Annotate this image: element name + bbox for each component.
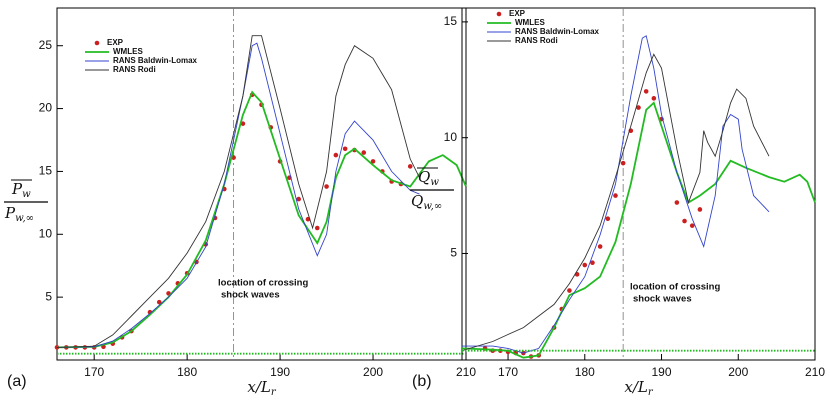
y-den-sub: w,∞ — [15, 213, 34, 224]
data-point — [324, 184, 329, 189]
data-point — [590, 260, 595, 266]
x-tick-label: 200 — [728, 365, 748, 379]
legend-label: RANS Baldwin-Lomax — [113, 56, 198, 65]
data-point — [370, 159, 376, 164]
y-den: P — [4, 204, 16, 222]
annotation: location of crossing — [218, 278, 308, 289]
y-label-denominator: Pw,∞ — [4, 204, 34, 224]
data-point — [597, 244, 603, 249]
legend-label: RANS Rodi — [515, 36, 558, 45]
data-point — [689, 223, 695, 228]
x-tick-label: 210 — [805, 365, 825, 379]
data-point — [682, 218, 687, 224]
data-point — [605, 216, 611, 222]
y-num-sub: w — [22, 189, 31, 200]
legend-label: WMLES — [515, 18, 545, 27]
panel-label: (a) — [7, 373, 27, 390]
annotation: location of crossing — [630, 282, 720, 293]
y-tick-label: 20 — [39, 101, 53, 115]
data-point — [314, 225, 320, 231]
data-point — [156, 299, 162, 305]
legend-label: RANS Rodi — [113, 65, 156, 74]
data-point — [613, 193, 618, 198]
x-label-sub: r — [271, 387, 277, 398]
y-tick-label: 5 — [450, 246, 457, 260]
data-point — [54, 345, 60, 350]
x-label-sub: r — [648, 387, 654, 398]
x-tick-label: 210 — [456, 365, 476, 379]
x-tick-label: 200 — [363, 365, 383, 379]
data-point — [342, 146, 348, 152]
data-point — [582, 262, 588, 268]
legend-label: WMLES — [113, 47, 143, 56]
annotation: shock waves — [221, 290, 280, 301]
series-line — [56, 35, 420, 348]
x-axis-label: x/Lr — [624, 378, 653, 398]
series-line — [56, 90, 467, 349]
annotation: shock waves — [633, 294, 692, 305]
series-line — [461, 101, 816, 359]
data-point — [333, 152, 339, 158]
y-tick-label: 5 — [45, 289, 52, 303]
legend-marker — [496, 11, 502, 17]
y-num: Q — [418, 168, 430, 186]
series-line — [461, 53, 770, 352]
y-tick-label: 15 — [39, 164, 53, 178]
x-tick-label: 190 — [270, 365, 290, 379]
x-label-main: x/L — [624, 378, 648, 396]
data-point — [636, 105, 641, 110]
y-tick-label: 15 — [444, 14, 458, 28]
y-tick-label: 25 — [39, 38, 53, 52]
data-point — [407, 164, 413, 169]
x-axis-label: x/Lr — [247, 378, 276, 398]
y-label-numerator: Pw — [11, 180, 31, 200]
legend-label: RANS Baldwin-Lomax — [515, 27, 600, 36]
y-tick-label: 10 — [444, 130, 458, 144]
x-tick-label: 180 — [575, 365, 595, 379]
y-num-sub: w — [430, 177, 439, 188]
y-tick-label: 10 — [39, 226, 53, 240]
x-label-main: x/L — [247, 378, 271, 396]
legend-marker — [94, 40, 100, 46]
x-tick-label: 170 — [498, 365, 518, 379]
plot-frame — [461, 7, 816, 361]
x-tick-label: 180 — [177, 365, 197, 379]
y-label-denominator: Qw,∞ — [411, 192, 442, 212]
y-label-numerator: Qw — [418, 168, 439, 188]
legend-label: EXP — [107, 38, 124, 47]
y-num: P — [11, 180, 23, 198]
x-tick-label: 190 — [652, 365, 672, 379]
x-tick-label: 170 — [84, 365, 104, 379]
data-point — [361, 150, 367, 155]
y-den-sub: w,∞ — [423, 201, 442, 212]
y-den: Q — [411, 192, 423, 210]
data-point — [567, 288, 572, 293]
data-point — [620, 160, 626, 166]
data-point — [674, 200, 680, 205]
series-line — [462, 35, 770, 354]
data-point — [651, 96, 657, 101]
data-point — [643, 89, 649, 94]
data-point — [296, 196, 301, 202]
series-line — [56, 42, 420, 348]
panel-label: (b) — [412, 373, 432, 390]
legend-label: EXP — [509, 9, 526, 18]
data-point — [697, 207, 703, 212]
plot-frame — [56, 7, 467, 361]
